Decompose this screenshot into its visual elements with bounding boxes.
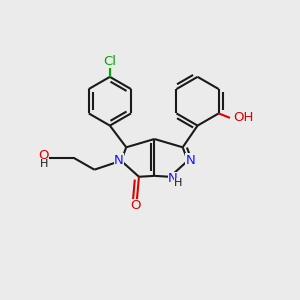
Text: Cl: Cl <box>103 55 116 68</box>
Text: OH: OH <box>233 111 253 124</box>
Text: N: N <box>114 154 124 167</box>
Text: H: H <box>40 159 49 169</box>
Text: O: O <box>130 200 140 212</box>
Text: H: H <box>174 178 182 188</box>
Text: O: O <box>38 149 49 162</box>
Text: N: N <box>185 154 195 167</box>
Text: N: N <box>168 172 178 185</box>
